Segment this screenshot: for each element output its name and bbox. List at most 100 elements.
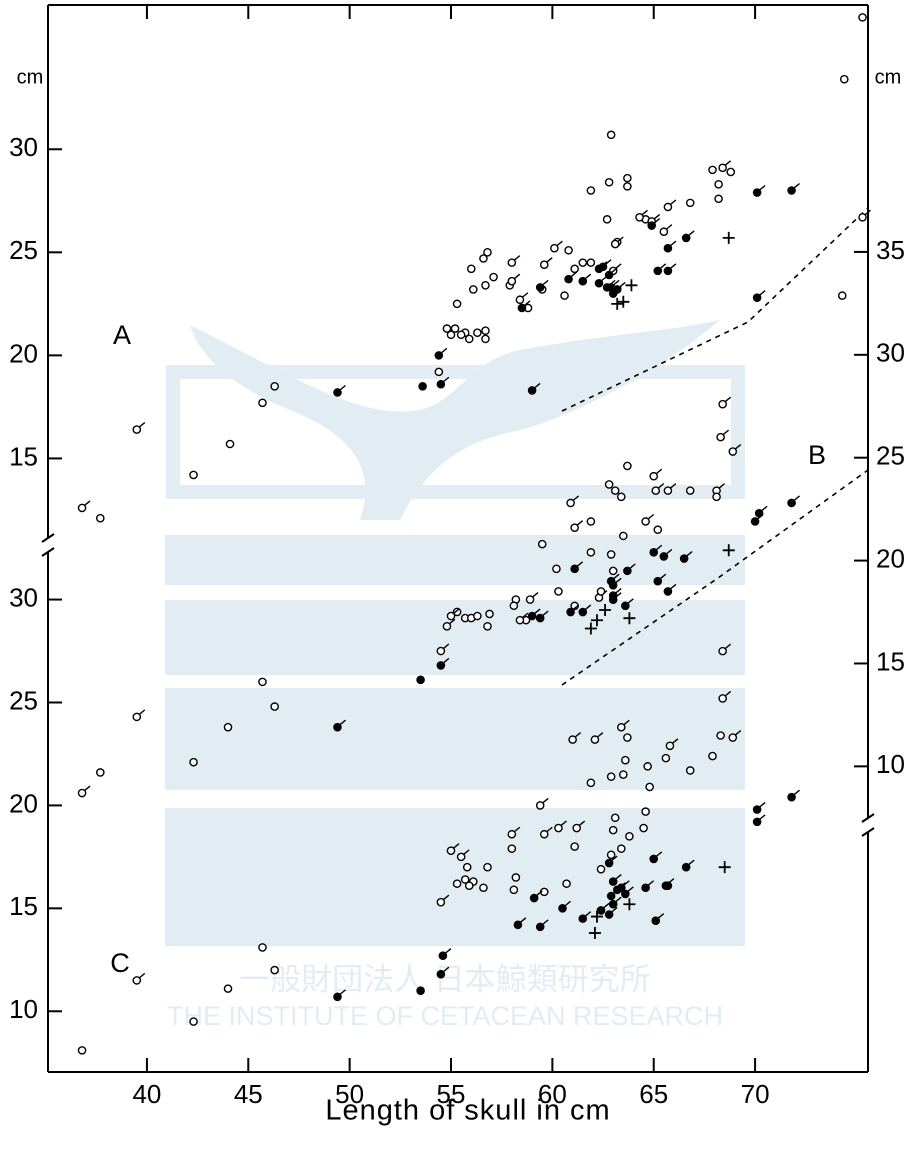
point-filled-tailed [527,608,541,621]
point-filled-tailed [647,217,661,230]
y-tick-label: 30 [9,132,38,162]
point-open [452,879,462,888]
point-plus [588,927,601,940]
point-open [77,1046,87,1055]
x-tick-label: 45 [234,1079,263,1109]
point-open-tailed [132,422,146,434]
point-open [570,264,579,274]
point-open-tailed [572,820,586,833]
point-open [623,182,632,191]
point-filled-tailed [578,911,592,923]
point-open-tailed [436,643,450,656]
point-open [446,330,456,340]
y-tick-label: 35 [876,235,905,265]
point-open-tailed [507,255,521,267]
point-open [606,850,616,860]
y-tick-label: 30 [876,338,905,368]
point-open [270,382,279,391]
point-open [270,702,279,711]
point-open-tailed [718,643,732,656]
point-filled-tailed [608,896,622,909]
point-open-tailed [858,209,871,222]
point-open [258,677,267,687]
series-filled-tailed [333,608,801,1002]
x-tick-label: 50 [335,1079,364,1109]
point-plus [625,279,638,292]
point-filled-tailed [578,273,592,286]
point-open [570,842,579,851]
divider-line [561,469,869,686]
point-open-tailed [539,257,553,269]
point-filled-tailed [681,859,695,872]
point-open [685,766,695,775]
point-filled-tailed [623,563,636,576]
point-open [586,517,596,526]
point-filled-tailed [513,917,527,930]
point-open-tailed [616,719,630,732]
y-axis-unit: cm [17,66,44,88]
point-open-tailed [718,396,732,409]
point-filled-tailed [527,382,541,395]
point-open-tailed [554,820,567,833]
point-open-tailed [507,273,521,286]
point-open [258,943,267,952]
watermark-whale-tail [190,320,720,520]
point-open [479,883,488,893]
watermark-band [165,688,745,790]
point-open [564,245,573,255]
point-plus [718,861,731,874]
point-open [616,492,626,502]
point-open [623,733,632,742]
point-filled [418,382,427,391]
panel-label: A [113,320,131,350]
point-open [489,272,498,282]
point-open-tailed [535,797,549,810]
watermark-text: THE INSTITUTE OF CETACEAN RESEARCH [167,1001,723,1031]
point-filled-tailed [663,583,677,596]
point-open [464,334,474,344]
point-open-tailed [566,495,580,508]
point-filled-tailed [517,300,531,313]
point-plus [584,622,597,635]
y-tick-label: 20 [9,338,38,368]
point-filled-tailed [787,789,801,802]
point-open [596,587,606,596]
point-open [716,731,725,740]
point-open-tailed [525,592,539,604]
point-open-tailed [507,826,521,839]
point-open [562,879,571,888]
point-filled-tailed [649,851,663,864]
series-filled-tailed [333,182,801,397]
point-filled-tailed [754,505,768,518]
point-open-tailed [641,513,655,526]
point-open [483,862,492,872]
point-filled-tailed [621,598,634,611]
point-open-tailed [663,483,677,495]
point-filled-tailed [787,495,801,508]
point-filled-tailed [653,573,667,586]
y-tick-label: 15 [9,891,38,921]
point-open-tailed [539,826,553,839]
point-filled-tailed [535,610,549,623]
plot-frame [41,4,875,1073]
point-filled-tailed [663,263,677,276]
point-open [619,531,628,541]
watermark-band [165,535,745,585]
point-open [509,885,519,895]
point-filled [416,675,425,685]
point-plus [590,614,603,627]
point-open [434,367,444,377]
point-plus [617,295,630,308]
point-plus [611,297,624,310]
y-tick-label: 25 [9,685,38,715]
y-tick-label: 25 [876,441,905,471]
point-open [625,832,634,841]
point-open [858,13,867,22]
point-open [619,770,628,779]
point-filled-tailed [752,801,766,814]
point-open [608,825,618,835]
point-filled-tailed [752,814,766,827]
series-filled-tailed [566,495,801,617]
point-open [460,875,470,884]
point-open [623,461,632,471]
